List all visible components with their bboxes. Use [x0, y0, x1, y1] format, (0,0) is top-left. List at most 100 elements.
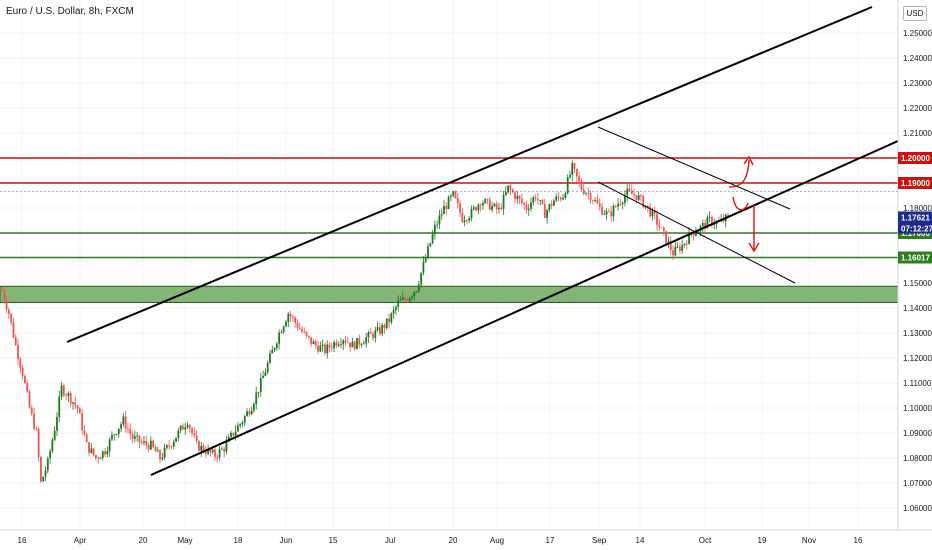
candle-body	[711, 216, 713, 225]
candle	[486, 198, 489, 205]
price-axis[interactable]: 1.25000 1.24000 1.23000 1.22000 1.21000 1.200…	[903, 29, 932, 538]
candle-body	[179, 425, 182, 431]
candle	[543, 198, 546, 219]
level-price-tag-1.19000	[898, 177, 932, 189]
candle-body	[516, 195, 519, 200]
candle-body	[514, 192, 516, 200]
candle-body	[136, 435, 139, 437]
candle-body	[362, 343, 365, 345]
candle-body	[133, 436, 136, 439]
candle-body	[539, 199, 542, 201]
candle	[385, 318, 388, 330]
candle-body	[7, 309, 10, 314]
candle-body	[477, 204, 480, 211]
candle-body	[491, 205, 494, 210]
candle-body	[372, 333, 374, 338]
candle-body	[232, 432, 235, 436]
candle-body	[621, 202, 624, 205]
candle	[69, 390, 72, 408]
candle	[291, 314, 294, 323]
candle	[610, 205, 613, 222]
price-tags: 1.20000 1.19000 1.17000 1.16017 1.17621 07:12…	[898, 152, 932, 264]
candle-body	[115, 434, 118, 435]
candle	[573, 162, 576, 174]
candle	[365, 332, 368, 348]
currency-button[interactable]: USD	[903, 6, 927, 21]
candle	[662, 226, 665, 236]
candle	[111, 431, 113, 442]
candle-body	[596, 200, 599, 204]
candle-body	[44, 470, 47, 477]
candle-body	[427, 246, 429, 258]
candle	[601, 202, 603, 216]
candle	[390, 312, 393, 325]
candle-body	[312, 341, 315, 344]
candle-body	[399, 299, 402, 301]
candle-body	[269, 353, 271, 363]
candle-body	[175, 437, 177, 442]
candle-body	[69, 393, 72, 404]
candle-body	[395, 306, 397, 310]
candle-body	[358, 338, 361, 345]
candle	[658, 218, 661, 232]
candle-body	[259, 378, 262, 392]
candle-body	[459, 203, 461, 213]
candle	[369, 327, 372, 334]
candle	[685, 240, 688, 250]
last-price-label: 1.17621	[901, 213, 930, 222]
candle	[633, 188, 636, 200]
candle-body	[198, 441, 200, 451]
candle	[383, 323, 386, 334]
candle-body	[131, 434, 134, 439]
candle	[562, 194, 565, 201]
candle-body	[429, 243, 432, 247]
candle-body	[683, 243, 686, 246]
candle-body	[504, 191, 507, 195]
candle-body	[378, 327, 381, 334]
time-axis-bg[interactable]	[0, 530, 932, 550]
bullish-arrowhead	[743, 155, 754, 166]
candle	[243, 414, 246, 427]
candle-body	[374, 330, 377, 338]
candle-body	[626, 188, 629, 196]
candle	[619, 199, 622, 207]
time-tick-label: 17	[546, 536, 555, 545]
candle	[472, 205, 475, 211]
candle	[147, 442, 150, 453]
candle	[374, 326, 377, 343]
candle-body	[78, 408, 81, 414]
candle	[333, 339, 335, 353]
candle-body	[527, 208, 530, 211]
candle-body	[397, 300, 400, 307]
candle-body	[37, 429, 40, 457]
candle	[182, 423, 184, 430]
candle-body	[236, 425, 239, 432]
candle	[466, 219, 468, 225]
candle-body	[184, 427, 187, 430]
candle-body	[537, 198, 539, 201]
candle-body	[56, 416, 58, 431]
candle-body	[202, 445, 205, 452]
candle-body	[230, 432, 232, 437]
candle-body	[257, 391, 260, 393]
candle	[104, 448, 106, 458]
candle-body	[67, 393, 70, 396]
candle-body	[367, 332, 370, 338]
candle-body	[314, 341, 317, 346]
candle-body	[708, 216, 711, 218]
candle	[397, 295, 400, 312]
time-tick-label: Jul	[385, 536, 395, 545]
candle	[404, 294, 406, 302]
candle-body	[211, 449, 214, 453]
time-axis[interactable]: 16 Apr 20 May 18 Jun 15 Jul 20 Aug 17 Sep 14 Oct 19 Nov…	[18, 536, 863, 545]
candle	[92, 448, 95, 457]
candle-body	[30, 407, 33, 414]
candle-body	[518, 195, 521, 199]
candle	[585, 192, 587, 196]
candle	[530, 197, 532, 212]
price-axis-bg[interactable]	[898, 0, 932, 530]
candle	[578, 171, 581, 187]
candle-body	[344, 340, 347, 343]
candle	[179, 425, 182, 434]
